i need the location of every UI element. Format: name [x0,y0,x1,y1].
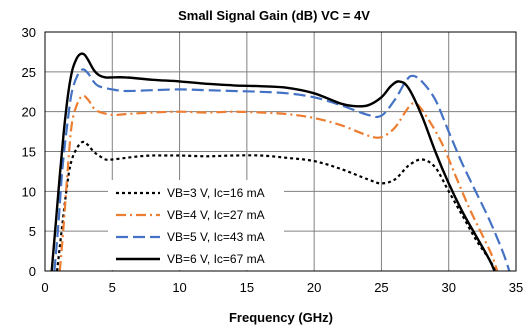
x-tick-label: 15 [240,280,254,295]
y-tick-label: 20 [22,105,36,120]
series-line-1 [56,140,497,272]
x-tick-label: 30 [441,280,455,295]
y-tick-label: 25 [22,65,36,80]
series-line-3 [53,68,511,272]
y-tick-label: 15 [22,145,36,160]
series-line-4 [50,52,496,272]
y-axis-ticks: 0 5 10 15 20 25 30 [22,25,36,279]
legend-background [108,180,284,270]
chart-title: Small Signal Gain (dB) VC = 4V [178,8,370,23]
x-tick-label: 5 [109,280,116,295]
x-tick-label: 10 [172,280,186,295]
legend-label-3: VB=5 V, Ic=43 mA [167,230,265,244]
y-tick-label: 0 [29,264,36,279]
y-tick-label: 10 [22,184,36,199]
legend-label-2: VB=4 V, Ic=27 mA [167,208,265,222]
legend-label-1: VB=3 V, Ic=16 mA [167,186,265,200]
x-axis-ticks: 0 5 10 15 20 25 30 35 [41,280,523,295]
x-tick-label: 0 [41,280,48,295]
x-axis-title: Frequency (GHz) [229,310,333,325]
series-line-2 [58,94,499,272]
x-tick-label: 35 [509,280,523,295]
legend-label-4: VB=6 V, Ic=67 mA [167,252,265,266]
y-tick-label: 5 [29,224,36,239]
plot-area-border [44,31,517,272]
y-tick-label: 30 [22,25,36,40]
legend: VB=3 V, Ic=16 mA VB=4 V, Ic=27 mA VB=5 V, … [108,180,284,270]
x-tick-label: 25 [374,280,388,295]
x-tick-label: 20 [307,280,321,295]
series-lines [50,52,511,272]
